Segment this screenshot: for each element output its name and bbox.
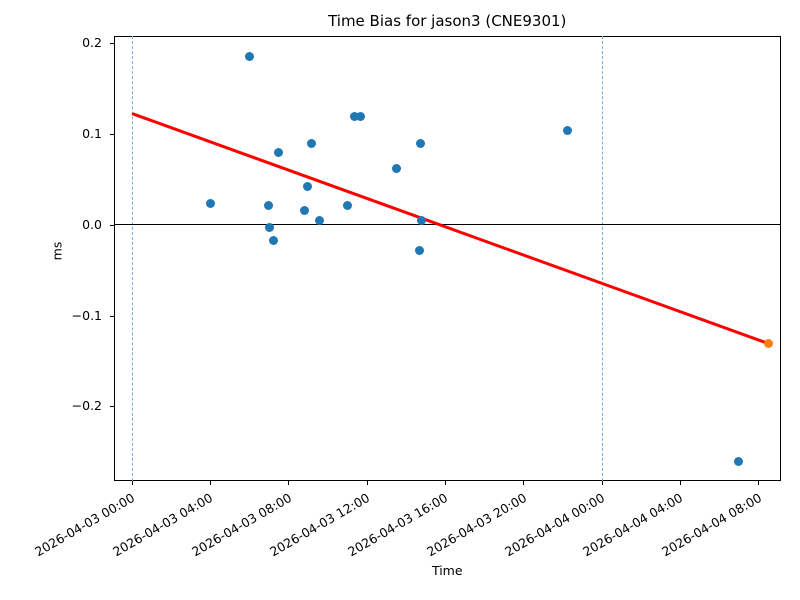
data-point: [734, 457, 744, 467]
y-tick: [109, 42, 114, 44]
data-point: [417, 215, 426, 225]
x-tick: [288, 481, 290, 485]
data-point: [416, 139, 426, 149]
latest-data-point: [763, 339, 773, 349]
y-tick-label: −0.2: [71, 398, 102, 414]
x-tick: [601, 481, 603, 485]
y-tick: [109, 406, 114, 408]
x-tick: [758, 481, 760, 485]
y-axis-label: ms: [49, 241, 65, 261]
x-tick: [523, 481, 525, 485]
y-tick: [109, 133, 114, 135]
x-axis-label: Time: [431, 563, 463, 578]
data-point: [244, 51, 254, 61]
x-tick: [679, 481, 681, 485]
y-tick-label: 0.0: [82, 216, 102, 232]
data-point: [350, 111, 360, 121]
y-tick-label: −0.1: [71, 307, 102, 323]
data-point: [356, 111, 366, 121]
data-point: [391, 163, 401, 173]
x-tick: [444, 481, 446, 485]
plot-area: [113, 35, 781, 481]
day-boundary-line: [131, 35, 133, 481]
zero-line: [113, 224, 781, 226]
data-point: [303, 181, 313, 191]
data-point: [264, 201, 274, 211]
data-point: [265, 222, 275, 232]
x-tick: [210, 481, 212, 485]
day-boundary-line: [601, 35, 603, 481]
y-tick: [109, 224, 114, 226]
data-point: [342, 201, 352, 211]
data-point: [274, 148, 284, 158]
x-tick: [366, 481, 368, 485]
data-point: [315, 216, 325, 226]
y-tick: [109, 315, 114, 317]
data-point: [299, 206, 309, 216]
chart-title: Time Bias for jason3 (CNE9301): [328, 12, 567, 30]
data-point: [307, 139, 317, 149]
data-point: [562, 125, 572, 135]
x-tick: [131, 481, 133, 485]
y-tick-label: 0.2: [82, 34, 102, 50]
data-point: [415, 246, 425, 256]
data-point: [205, 199, 215, 209]
y-tick-label: 0.1: [82, 125, 102, 141]
data-point: [269, 236, 279, 246]
